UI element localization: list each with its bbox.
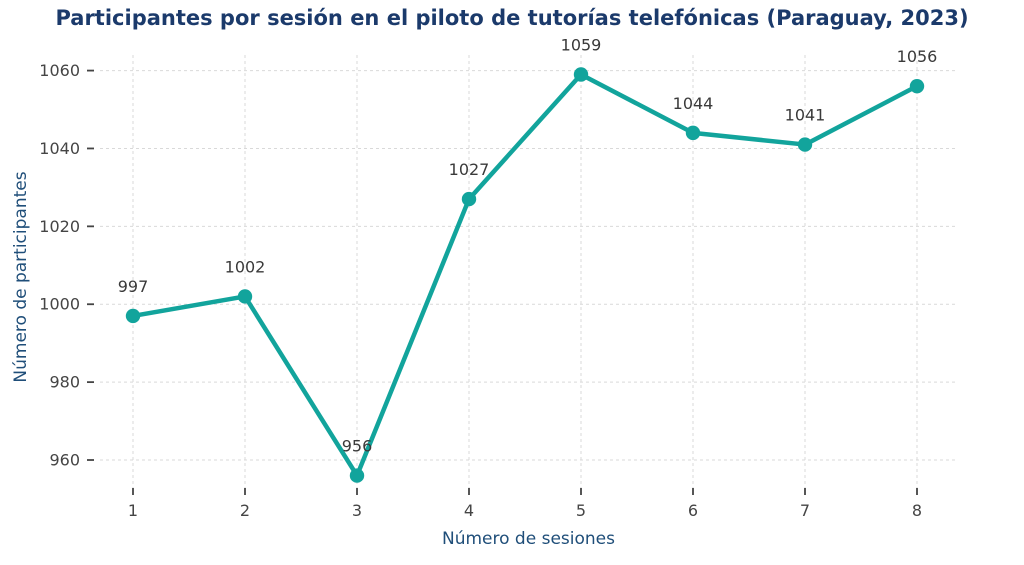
data-point bbox=[125, 308, 141, 324]
data-point-label: 956 bbox=[342, 437, 373, 456]
data-point bbox=[461, 191, 477, 207]
y-tick-label: 1020 bbox=[39, 217, 80, 236]
data-point bbox=[909, 78, 925, 94]
y-tick-label: 1060 bbox=[39, 61, 80, 80]
x-tick-label: 3 bbox=[352, 501, 362, 520]
data-point-label: 1027 bbox=[449, 160, 490, 179]
data-point bbox=[237, 289, 253, 304]
data-point-label: 1059 bbox=[561, 35, 602, 54]
chart-title: Participantes por sesión en el piloto de… bbox=[55, 6, 969, 30]
y-tick-label: 1040 bbox=[39, 139, 80, 158]
data-line bbox=[130, 72, 920, 478]
data-point bbox=[685, 125, 701, 141]
data-point bbox=[349, 468, 365, 483]
data-point-label: 1041 bbox=[785, 106, 826, 125]
x-tick-label: 7 bbox=[800, 501, 810, 520]
x-tick-label: 2 bbox=[240, 501, 250, 520]
x-tick-label: 1 bbox=[128, 501, 138, 520]
data-point-label: 1002 bbox=[225, 257, 266, 276]
data-point-label: 1044 bbox=[673, 94, 714, 113]
y-axis-label: Número de participantes bbox=[11, 171, 31, 383]
data-point bbox=[573, 67, 589, 82]
x-axis-label: Número de sesiones bbox=[442, 529, 615, 549]
y-tick-label: 980 bbox=[49, 373, 80, 392]
data-point bbox=[797, 137, 813, 152]
x-tick-label: 8 bbox=[912, 501, 922, 520]
x-tick-label: 6 bbox=[688, 501, 698, 520]
x-tick-label: 4 bbox=[464, 501, 474, 520]
x-tick-label: 5 bbox=[576, 501, 586, 520]
data-point-label: 997 bbox=[118, 277, 149, 296]
y-tick-label: 960 bbox=[49, 451, 80, 470]
data-point-label: 1056 bbox=[897, 47, 938, 66]
y-tick-label: 1000 bbox=[39, 295, 80, 314]
